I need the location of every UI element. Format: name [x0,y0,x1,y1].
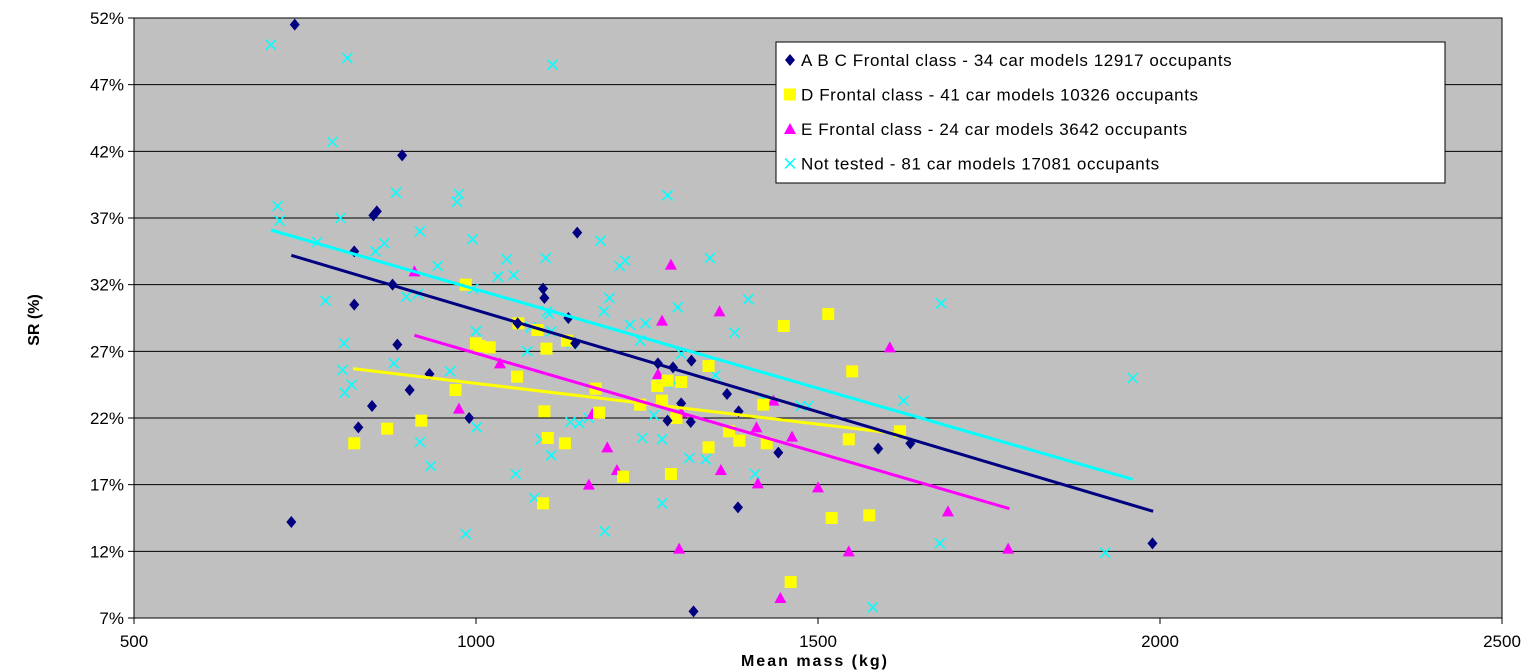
data-point [511,371,523,383]
x-axis-title: Mean mass (kg) [741,653,889,670]
data-point [348,437,360,449]
data-point [863,509,875,521]
data-point [542,432,554,444]
data-point [778,320,790,332]
data-point [381,423,393,435]
data-point [449,384,461,396]
y-tick-label: 12% [90,542,124,561]
legend-entry: A B C Frontal class - 34 car models 1291… [801,51,1232,70]
data-point [665,468,677,480]
data-point [703,441,715,453]
y-tick-label: 27% [90,342,124,361]
data-point [757,399,769,411]
x-tick-label: 500 [120,632,148,651]
data-point [651,380,663,392]
y-tick-label: 32% [90,276,124,295]
y-tick-label: 17% [90,476,124,495]
x-tick-label: 1000 [457,632,495,651]
y-axis-ticks: 7% 12% 17% 22% 27% 32% 37% 42% 47% 52% [90,9,134,628]
data-point [484,341,496,353]
legend-entry: E Frontal class - 24 car models 3642 occ… [801,120,1188,139]
data-point [703,360,715,372]
y-tick-label: 42% [90,142,124,161]
data-point [843,433,855,445]
data-point [593,407,605,419]
y-tick-label: 47% [90,76,124,95]
y-tick-label: 7% [99,609,124,628]
legend-entry: D Frontal class - 41 car models 10326 oc… [801,86,1199,105]
legend-entry: Not tested - 81 car models 17081 occupan… [801,155,1160,174]
data-point [733,435,745,447]
data-point [538,405,550,417]
data-point [826,512,838,524]
data-point [415,415,427,427]
y-tick-label: 37% [90,209,124,228]
data-point [785,576,797,588]
data-point [846,365,858,377]
x-axis-ticks: 500 1000 1500 2000 2500 [120,618,1521,651]
legend-marker [784,89,796,101]
y-axis-title: SR (%) [26,294,43,346]
data-point [473,340,485,352]
x-tick-label: 1500 [799,632,837,651]
x-tick-label: 2000 [1141,632,1179,651]
x-tick-label: 2500 [1483,632,1521,651]
data-point [662,375,674,387]
legend: A B C Frontal class - 34 car models 1291… [776,42,1445,183]
data-point [559,437,571,449]
data-point [617,471,629,483]
data-point [537,497,549,509]
y-tick-label: 52% [90,9,124,28]
data-point [540,343,552,355]
data-point [822,308,834,320]
data-point [675,376,687,388]
y-tick-label: 22% [90,409,124,428]
